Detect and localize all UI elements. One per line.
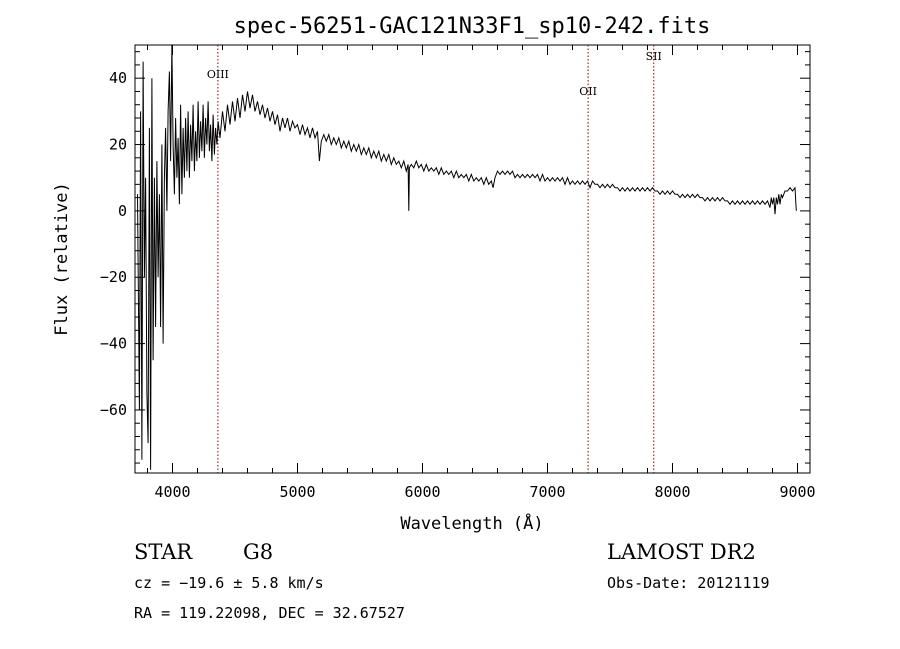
x-tick-label: 7000 [529,483,565,501]
y-tick-label: 40 [109,69,127,87]
marker-label-oiii: OIII [207,68,229,81]
chart-title: spec-56251-GAC121N33F1_sp10-242.fits [234,14,711,39]
y-tick-label: −20 [100,268,127,286]
x-tick-label: 6000 [404,483,440,501]
spectrum-line [137,44,797,470]
obs-date: Obs-Date: 20121119 [607,574,770,592]
survey-name: LAMOST DR2 [607,540,756,564]
spectrum-info: STAR G8 LAMOST DR2 cz = −19.6 ± 5.8 km/s… [134,540,770,622]
y-tick-label: −60 [100,401,127,419]
y-tick-label: 20 [109,136,127,154]
object-class: STAR [134,540,193,564]
emission-line-markers: OIII OII SII [207,45,662,473]
x-tick-label: 9000 [779,483,815,501]
coordinates: RA = 119.22098, DEC = 32.67527 [134,604,405,622]
x-axis-label: Wavelength (Å) [400,512,543,534]
object-subclass: G8 [243,540,273,564]
y-axis-label: Flux (relative) [52,182,72,336]
y-axis-ticks: −60 −40 −20 0 20 40 [100,51,810,464]
x-axis-ticks: 4000 5000 6000 7000 8000 9000 [147,45,816,501]
x-tick-label: 4000 [154,483,190,501]
x-tick-label: 8000 [654,483,690,501]
marker-label-sii: SII [646,50,662,63]
y-tick-label: −40 [100,335,127,353]
y-tick-label: 0 [118,202,127,220]
marker-label-oii: OII [579,85,597,98]
redshift-readout: cz = −19.6 ± 5.8 km/s [134,574,324,592]
x-tick-label: 5000 [279,483,315,501]
